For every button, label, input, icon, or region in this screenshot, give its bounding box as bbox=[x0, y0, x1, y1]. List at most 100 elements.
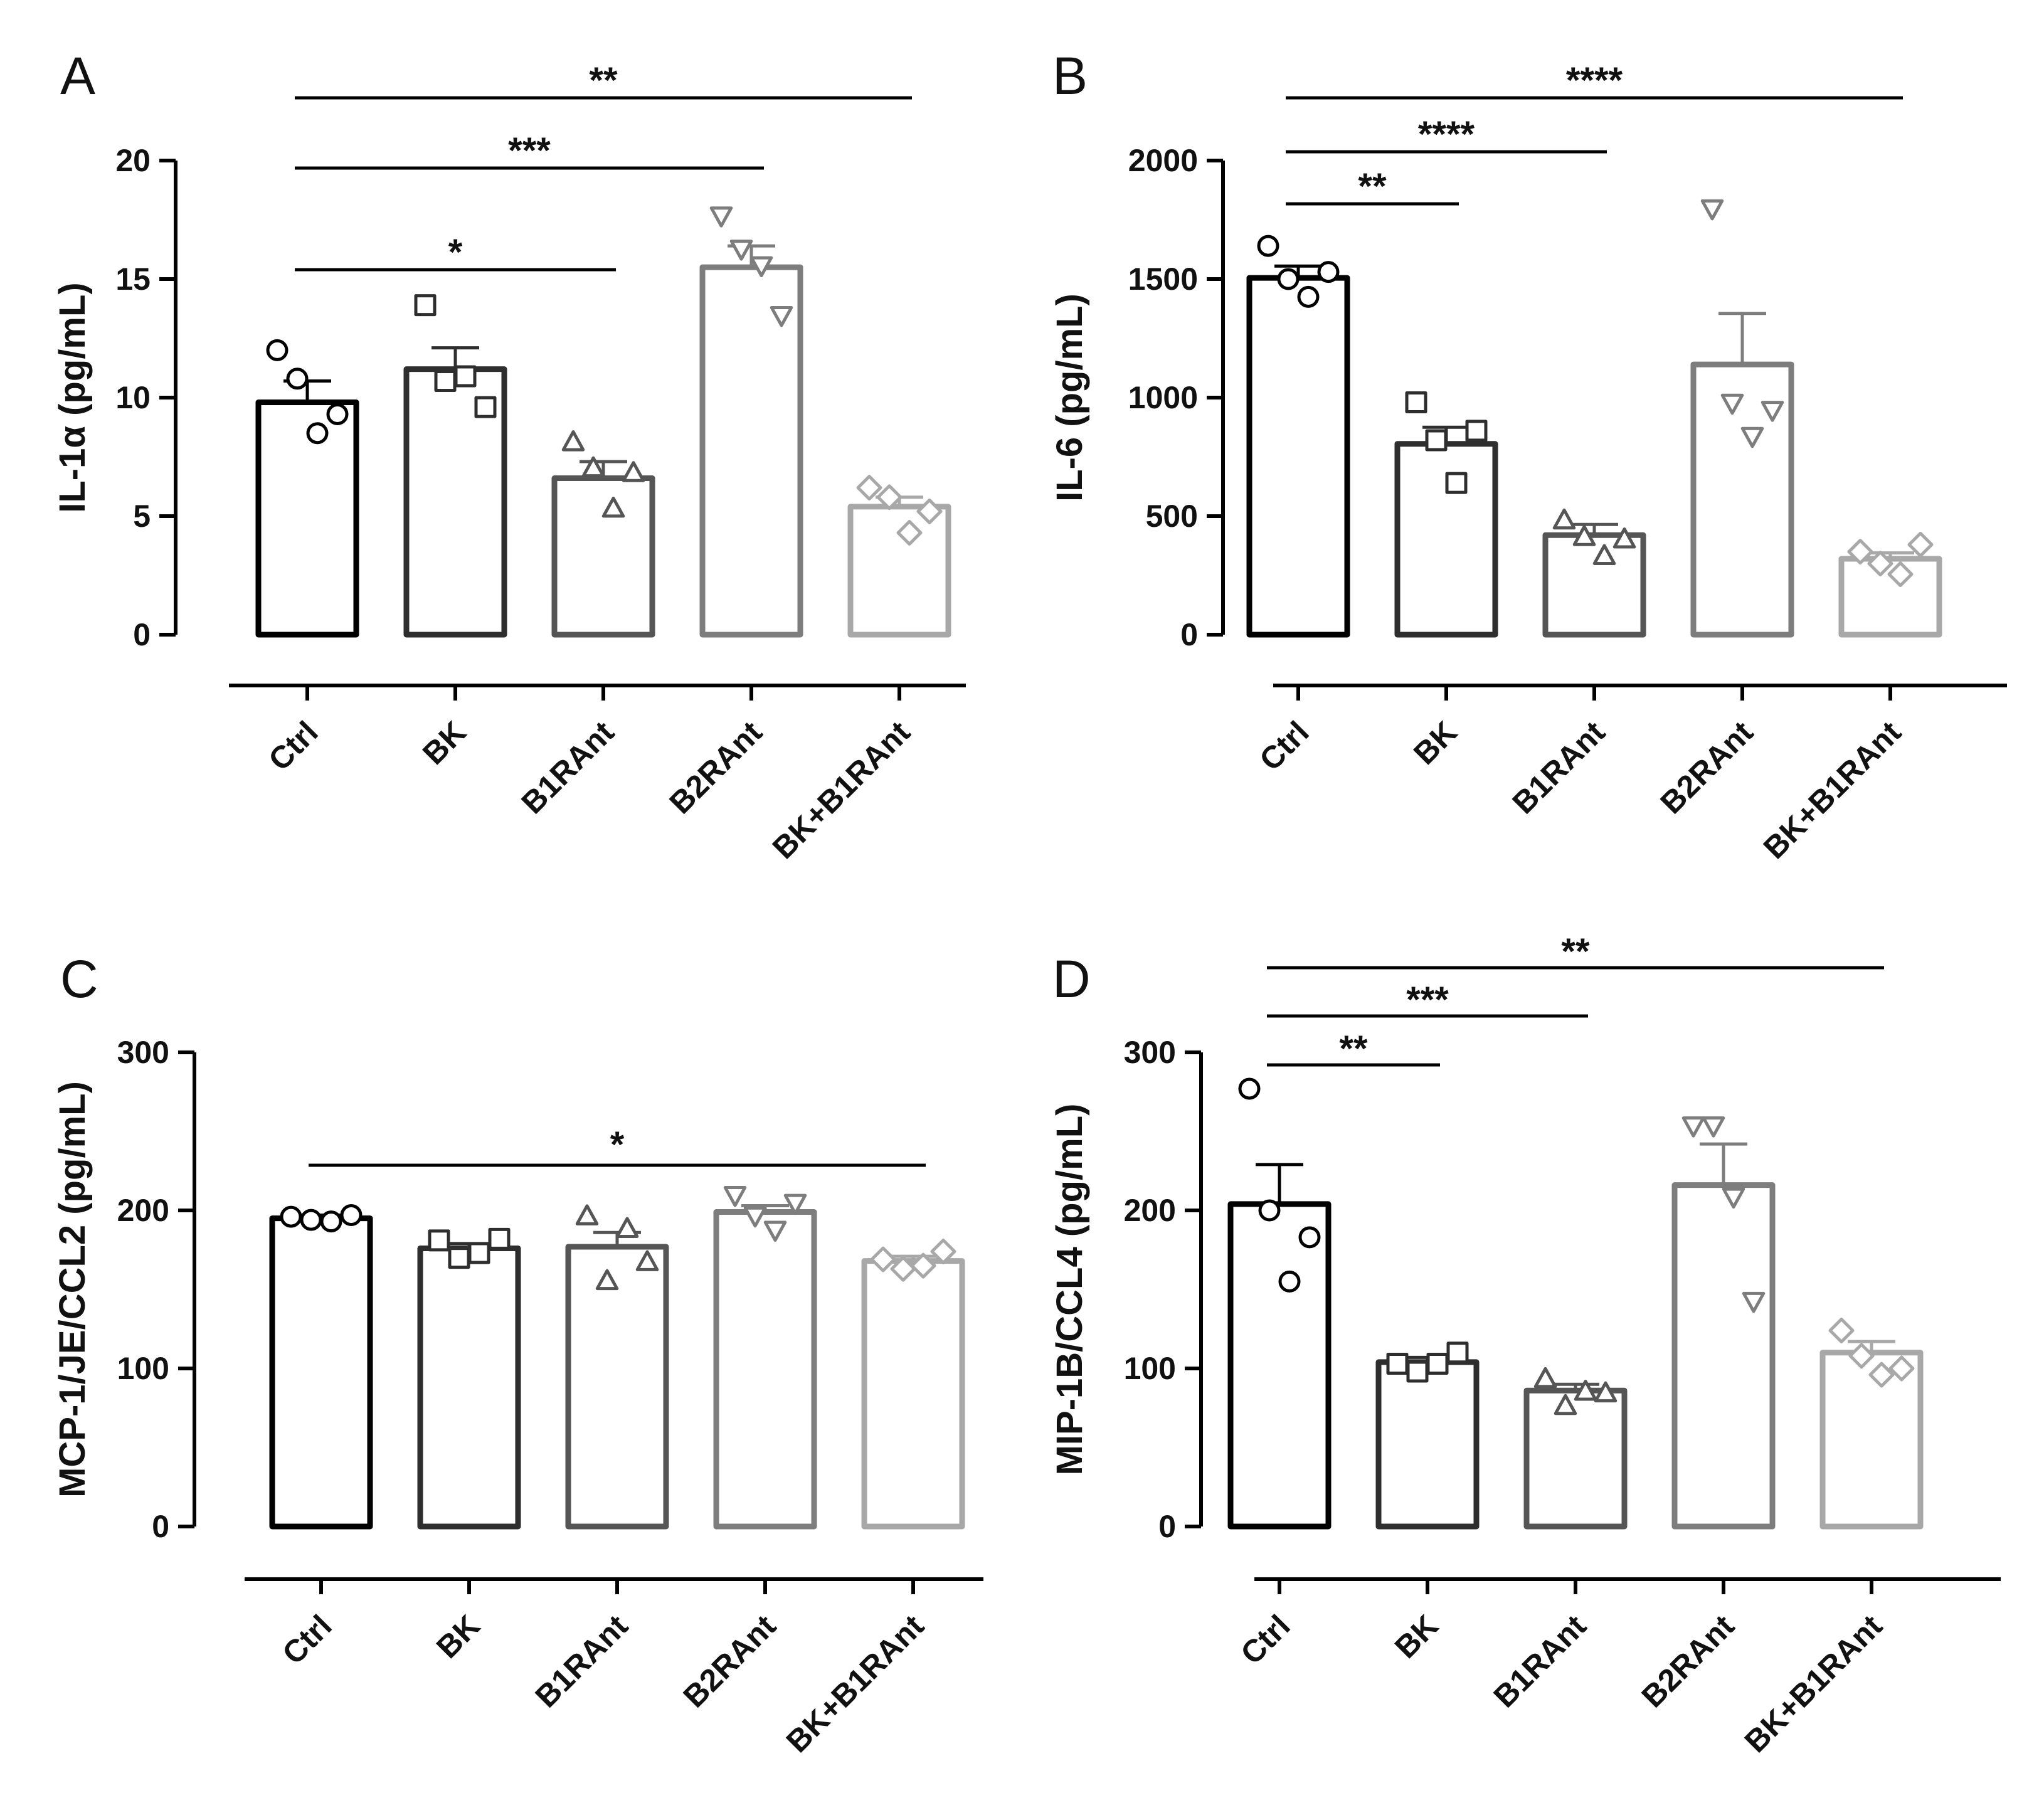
x-tick-label: BK+B1RAnt bbox=[766, 714, 917, 865]
panel-c: C 0 100 200 300 MCP-1/JE/CCL2 (pg/mL) Ctrl BK B1… bbox=[52, 950, 983, 1759]
significance-label: ** bbox=[589, 60, 618, 101]
data-point bbox=[770, 305, 793, 327]
data-point bbox=[743, 1206, 767, 1228]
panel-b: B 0 500 1000 1500 2000 IL-6 (pg/mL) Ctrl BK B1RAn… bbox=[1049, 46, 2007, 865]
x-tick-label: BK bbox=[1407, 714, 1464, 771]
panel-letter: C bbox=[60, 950, 98, 1008]
x-tick-label: B1RAnt bbox=[529, 1608, 635, 1714]
data-point bbox=[428, 1229, 450, 1252]
bar bbox=[565, 1244, 669, 1530]
data-point bbox=[1612, 527, 1636, 549]
data-point bbox=[1761, 401, 1784, 422]
data-point bbox=[1317, 261, 1340, 283]
x-tick-label: B2RAnt bbox=[1635, 1608, 1741, 1714]
data-point bbox=[1742, 1291, 1766, 1313]
data-point bbox=[581, 456, 605, 478]
bar bbox=[699, 264, 803, 638]
data-point bbox=[1257, 235, 1279, 257]
significance-label: **** bbox=[1566, 60, 1623, 101]
data-point bbox=[1722, 1187, 1745, 1209]
data-point bbox=[930, 1239, 956, 1265]
data-point bbox=[1574, 1380, 1597, 1401]
data-point bbox=[454, 365, 477, 388]
data-point bbox=[749, 256, 773, 278]
data-point bbox=[1465, 420, 1488, 442]
y-axis-label: IL-1α (pg/mL) bbox=[52, 282, 93, 512]
data-point bbox=[876, 484, 903, 511]
bar bbox=[847, 504, 951, 638]
data-point bbox=[448, 1247, 470, 1269]
data-point bbox=[783, 1193, 807, 1215]
bar bbox=[1227, 1201, 1332, 1530]
y-tick-label: 20 bbox=[115, 143, 151, 178]
x-tick-label: B1RAnt bbox=[1506, 714, 1612, 820]
y-tick-label: 0 bbox=[152, 1509, 169, 1544]
y-axis-label: MIP-1B/CCL4 (pg/mL) bbox=[1049, 1104, 1090, 1476]
data-point bbox=[1740, 426, 1764, 448]
x-tick-label: B2RAnt bbox=[677, 1608, 783, 1714]
data-point bbox=[1720, 393, 1744, 415]
data-point bbox=[286, 368, 309, 390]
data-point bbox=[1277, 268, 1300, 290]
x-tick-label: Ctrl bbox=[1234, 1608, 1296, 1671]
data-point bbox=[434, 370, 457, 393]
data-point bbox=[1297, 285, 1320, 308]
data-point bbox=[1445, 472, 1468, 494]
significance-label: * bbox=[610, 1124, 625, 1165]
bar bbox=[713, 1209, 817, 1530]
y-tick-label: 200 bbox=[117, 1193, 169, 1228]
significance-label: * bbox=[448, 232, 463, 273]
data-point bbox=[468, 1242, 490, 1264]
data-point bbox=[1592, 544, 1616, 566]
x-tick-label: B2RAnt bbox=[663, 714, 769, 820]
x-tick-label: BK bbox=[430, 1608, 487, 1665]
data-point bbox=[266, 339, 289, 361]
y-tick-label: 15 bbox=[115, 262, 151, 297]
x-tick-label: Ctrl bbox=[275, 1608, 338, 1671]
data-point bbox=[1446, 1341, 1469, 1364]
bar bbox=[1819, 1350, 1924, 1530]
data-point bbox=[1554, 1394, 1577, 1415]
data-point bbox=[1238, 1077, 1261, 1100]
data-point bbox=[1702, 1116, 1725, 1138]
data-point bbox=[1386, 1352, 1409, 1375]
data-point bbox=[601, 496, 625, 518]
bar bbox=[1838, 556, 1942, 638]
bar bbox=[1671, 1182, 1776, 1530]
y-tick-label: 500 bbox=[1146, 499, 1198, 534]
data-point bbox=[306, 422, 329, 445]
y-tick-label: 2000 bbox=[1128, 143, 1198, 178]
data-point bbox=[1298, 1226, 1321, 1249]
data-point bbox=[910, 1252, 936, 1279]
data-point bbox=[635, 1250, 659, 1271]
data-point bbox=[326, 403, 349, 425]
bar bbox=[1542, 532, 1646, 638]
x-tick-label: B1RAnt bbox=[515, 714, 621, 820]
data-point bbox=[896, 519, 923, 546]
panel-letter: B bbox=[1052, 46, 1088, 105]
bar bbox=[417, 1245, 521, 1530]
bar bbox=[1246, 275, 1350, 638]
significance-label: ** bbox=[1561, 931, 1590, 972]
data-point bbox=[763, 1220, 787, 1242]
data-point bbox=[870, 1246, 896, 1272]
data-point bbox=[1907, 531, 1934, 558]
y-tick-label: 0 bbox=[1180, 617, 1198, 652]
data-point bbox=[595, 1269, 619, 1291]
data-point bbox=[723, 1186, 747, 1207]
x-tick-label: BK+B1RAnt bbox=[780, 1608, 931, 1759]
data-point bbox=[575, 1204, 599, 1225]
data-point bbox=[1405, 391, 1427, 414]
data-point bbox=[1426, 1352, 1449, 1375]
significance-label: *** bbox=[1406, 980, 1449, 1020]
x-tick-label: B1RAnt bbox=[1487, 1608, 1593, 1714]
x-tick-label: Ctrl bbox=[1252, 714, 1315, 777]
data-point bbox=[729, 240, 753, 261]
bar bbox=[1375, 1359, 1480, 1530]
x-tick-label: BK+B1RAnt bbox=[1738, 1608, 1889, 1759]
y-tick-label: 100 bbox=[1124, 1351, 1176, 1386]
data-point bbox=[1887, 561, 1914, 588]
panel-d: D 0 100 200 300 MIP-1B/CCL4 (pg/mL) Ctrl BK B1RA… bbox=[1049, 931, 2001, 1759]
significance-label: **** bbox=[1418, 114, 1475, 155]
